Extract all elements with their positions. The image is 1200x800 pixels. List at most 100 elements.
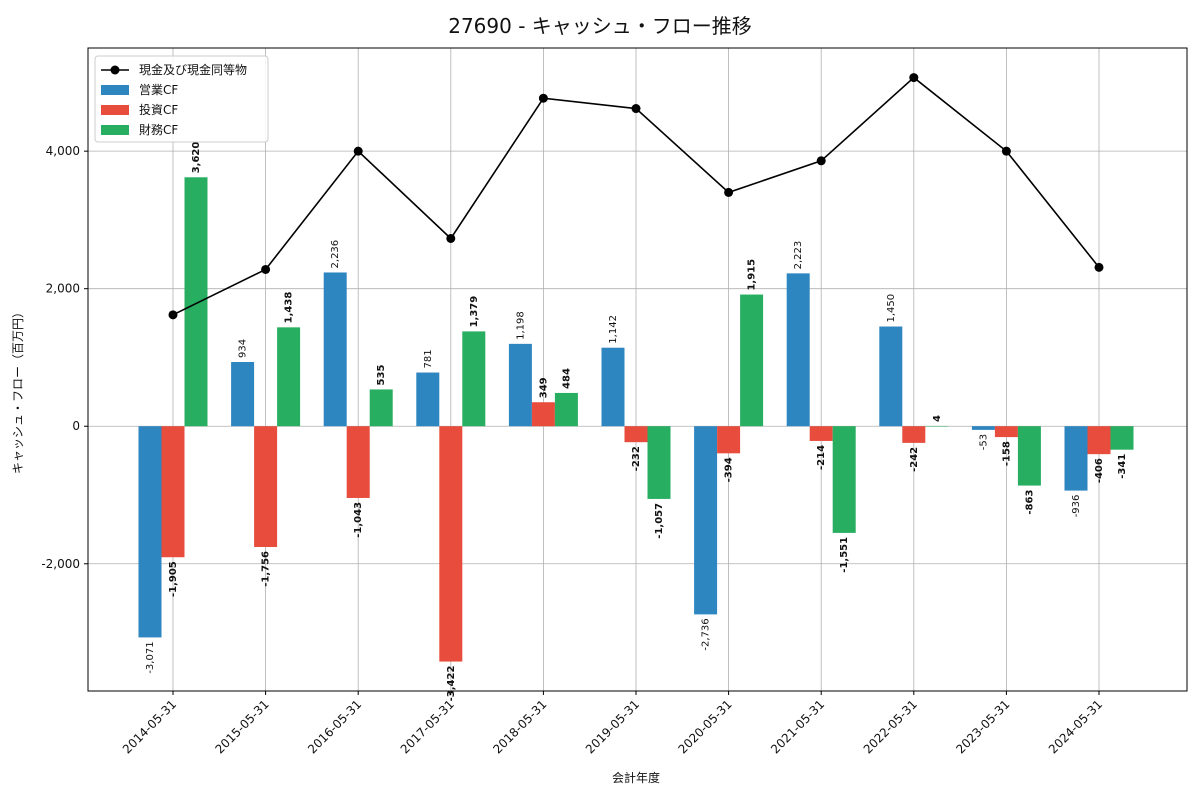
- bar-0-4: [508, 343, 532, 427]
- bar-value-label: 781: [423, 349, 434, 368]
- x-tick-label: 2019-05-31: [583, 697, 642, 756]
- bar-value-label: -1,043: [353, 502, 364, 538]
- cash-line-point-0: [168, 310, 178, 320]
- x-tick-label: 2020-05-31: [676, 697, 735, 756]
- bar-value-label: -158: [1001, 441, 1012, 466]
- bar-value-label: -936: [1071, 495, 1082, 518]
- legend-label: 財務CF: [139, 122, 178, 137]
- x-tick-label: 2016-05-31: [305, 697, 364, 756]
- bar-value-label: 3,620: [191, 142, 202, 174]
- legend-bar-swatch: [101, 105, 129, 115]
- x-tick-label: 2015-05-31: [213, 697, 272, 756]
- bar-0-2: [323, 272, 347, 427]
- plot-frame: [87, 47, 1188, 692]
- bar-value-label: 535: [376, 365, 387, 386]
- bar-0-9: [971, 426, 995, 430]
- legend-label: 投資CF: [139, 102, 178, 117]
- bar-value-label: -2,736: [701, 618, 712, 650]
- bar-1-0: [161, 426, 185, 558]
- bar-value-label: -3,071: [145, 641, 156, 673]
- bar-2-10: [1110, 426, 1134, 450]
- grid: [88, 48, 1187, 691]
- bar-value-label: -232: [631, 446, 642, 471]
- chart-title: 27690 - キャッシュ・フロー推移: [448, 14, 752, 38]
- bar-value-label: 2,223: [793, 241, 804, 270]
- bar-value-label: 2,236: [330, 240, 341, 269]
- bar-2-5: [647, 426, 671, 499]
- legend-box: [94, 55, 269, 143]
- bar-1-2: [346, 426, 370, 498]
- bar-2-3: [462, 331, 486, 427]
- bar-value-label: 1,438: [284, 292, 295, 324]
- y-tick-label: 2,000: [46, 282, 80, 296]
- bar-value-label: 1,198: [515, 311, 526, 340]
- bar-value-label: 1,450: [886, 294, 897, 323]
- x-tick-label: 2017-05-31: [398, 697, 457, 756]
- y-tick-label: 4,000: [46, 144, 80, 158]
- x-tick-label: 2014-05-31: [120, 697, 179, 756]
- bar-value-label: 484: [561, 368, 572, 389]
- bar-1-8: [902, 426, 926, 443]
- bar-0-10: [1064, 426, 1088, 491]
- bar-0-7: [786, 273, 810, 427]
- bar-0-6: [694, 426, 718, 615]
- bar-1-6: [717, 426, 741, 454]
- legend-label: 営業CF: [139, 83, 178, 97]
- bar-value-label: 934: [238, 339, 249, 358]
- cash-line-point-5: [631, 104, 641, 114]
- bars: [138, 177, 1134, 662]
- x-axis-label: 会計年度: [612, 770, 660, 785]
- bar-value-label: 1,915: [747, 259, 758, 291]
- bar-labels: -3,071 934 2,236 781 1,198 1,142 -2,736 2,223 1,…: [145, 142, 1128, 702]
- bar-value-label: 349: [538, 377, 549, 398]
- cash-line-point-7: [816, 156, 826, 166]
- y-tick-label: -2,000: [41, 557, 80, 571]
- y-axis-label: キャッシュ・フロー（百万円）: [11, 306, 25, 474]
- y-tick-label: 0: [72, 419, 80, 433]
- bar-value-label: -214: [816, 445, 827, 470]
- bar-2-0: [184, 177, 208, 427]
- bar-value-label: 4: [932, 415, 943, 422]
- bar-1-9: [994, 426, 1018, 438]
- bar-value-label: -394: [724, 457, 735, 482]
- bar-2-1: [277, 327, 301, 427]
- bar-value-label: -1,905: [168, 561, 179, 597]
- x-tick-label: 2023-05-31: [953, 697, 1012, 756]
- bar-1-4: [531, 402, 555, 427]
- x-ticks: 2014-05-31 2015-05-31 2016-05-31 2017-05-31…: [120, 691, 1105, 756]
- legend-line-marker: [110, 65, 120, 75]
- bar-value-label: -3,422: [446, 666, 457, 702]
- bar-value-label: 1,142: [608, 315, 619, 344]
- bar-1-3: [439, 426, 463, 662]
- legend-bar-swatch: [101, 85, 129, 95]
- cash-line-point-9: [1001, 146, 1011, 156]
- bar-1-7: [809, 426, 833, 441]
- bar-0-0: [138, 426, 162, 638]
- bar-0-1: [231, 362, 255, 427]
- bar-value-label: -53: [978, 434, 989, 450]
- cash-line-point-1: [261, 264, 271, 274]
- bar-value-label: 1,379: [469, 296, 480, 328]
- cash-line-point-10: [1094, 262, 1104, 272]
- bar-value-label: -242: [909, 447, 920, 472]
- bar-2-9: [1017, 426, 1041, 486]
- cash-line-point-8: [909, 73, 919, 83]
- bar-0-5: [601, 347, 625, 427]
- x-tick-label: 2024-05-31: [1046, 697, 1105, 756]
- y-ticks: -2,000 0 2,000 4,000: [41, 144, 88, 571]
- cash-line-point-4: [538, 93, 548, 103]
- bar-value-label: -1,551: [839, 537, 850, 573]
- bar-value-label: -1,756: [261, 551, 272, 587]
- x-tick-label: 2022-05-31: [861, 697, 920, 756]
- cash-line-point-3: [446, 233, 456, 243]
- x-tick-label: 2018-05-31: [490, 697, 549, 756]
- bar-1-10: [1087, 426, 1111, 455]
- bar-1-1: [254, 426, 278, 547]
- cash-line: [168, 73, 1104, 320]
- bar-2-8: [925, 425, 949, 427]
- bar-0-8: [879, 326, 903, 427]
- bar-1-5: [624, 426, 648, 443]
